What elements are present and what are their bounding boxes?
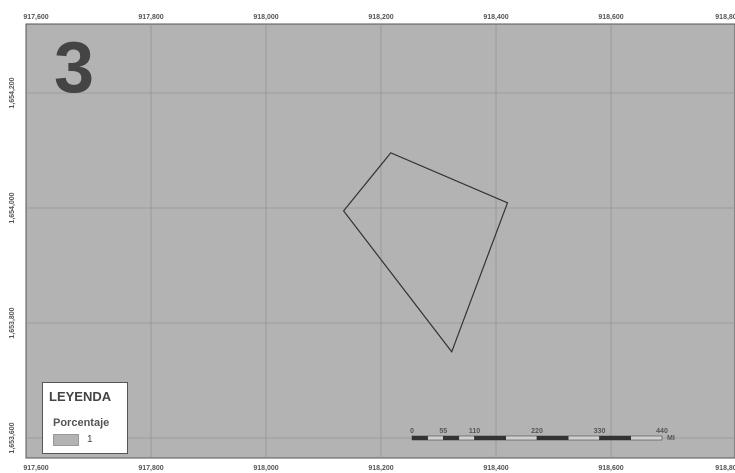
legend-item-label: 1 <box>87 434 93 445</box>
map-area <box>25 23 735 459</box>
y-tick-label: 1,653,800 <box>9 307 16 338</box>
x-ticks-top: 917,600 917,800 918,000 918,200 918,400 918,6… <box>23 14 735 21</box>
scale-bar-segment <box>458 435 475 441</box>
map-grid <box>26 24 735 458</box>
scale-bar-segment <box>505 435 538 441</box>
legend-title: LEYENDA <box>49 389 112 404</box>
scale-bar-segment <box>630 435 663 441</box>
scale-bar-label: 110 <box>469 428 480 435</box>
x-tick-label-top: 918,80 <box>715 14 735 21</box>
x-tick-label-bottom: 918,000 <box>253 465 278 472</box>
x-tick-label-top: 918,000 <box>253 14 278 21</box>
x-tick-label-bottom: 918,80 <box>715 465 735 472</box>
x-tick-label-bottom: 918,400 <box>483 465 508 472</box>
x-tick-label-top: 918,200 <box>368 14 393 21</box>
scale-bar-unit: MI <box>667 435 675 442</box>
x-tick-label-bottom: 917,800 <box>138 465 163 472</box>
x-tick-label-top: 917,800 <box>138 14 163 21</box>
x-tick-label-bottom: 918,200 <box>368 465 393 472</box>
scale-bar-segment <box>536 435 569 441</box>
map-number-label: 3 <box>54 28 95 108</box>
y-ticks-left: 1,654,200 1,654,000 1,653,800 1,653,600 <box>9 77 16 453</box>
scale-bar-segment <box>568 435 600 441</box>
scale-bar-label: 440 <box>656 428 668 435</box>
legend-swatch <box>53 434 79 446</box>
x-tick-label-bottom: 917,600 <box>23 465 48 472</box>
scale-bar-label: 55 <box>439 428 447 435</box>
scale-bar-label: 0 <box>410 428 414 435</box>
scale-bar-label: 330 <box>594 428 606 435</box>
scale-bar-segment <box>599 435 631 441</box>
x-ticks-bottom: 917,600 917,800 918,000 918,200 918,400 918,6… <box>23 465 735 472</box>
scale-bar-segment <box>474 435 506 441</box>
parcel-polygon[interactable] <box>342 152 509 354</box>
x-tick-label-bottom: 918,600 <box>598 465 623 472</box>
y-tick-label: 1,654,200 <box>9 77 16 108</box>
scale-bar-segment <box>443 435 460 441</box>
scale-bar-label: 220 <box>531 428 543 435</box>
scale-bar-segment <box>427 435 444 441</box>
x-tick-label-top: 917,600 <box>23 14 48 21</box>
y-tick-label: 1,653,600 <box>9 422 16 453</box>
x-tick-label-top: 918,400 <box>483 14 508 21</box>
x-tick-label-top: 918,600 <box>598 14 623 21</box>
y-tick-label: 1,654,000 <box>9 192 16 223</box>
legend-subtitle: Porcentaje <box>53 417 110 429</box>
scale-bar-segment <box>411 435 428 441</box>
legend-panel: LEYENDA Porcentaje 1 <box>42 382 128 454</box>
